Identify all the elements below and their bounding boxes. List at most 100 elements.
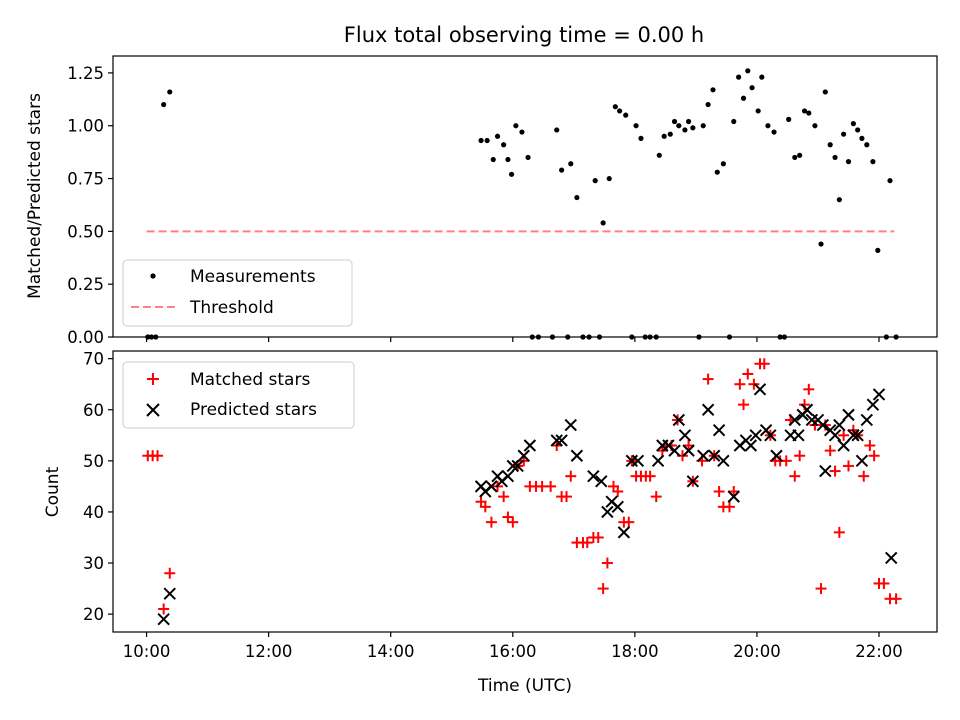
predicted-star-point — [682, 444, 695, 457]
predicted-star-point — [595, 475, 608, 488]
matched-star-point — [592, 531, 604, 543]
predicted-star-point — [517, 449, 530, 462]
predicted-star-point — [866, 398, 880, 411]
ratio-y-axis-label: Matched/Predicted stars — [25, 93, 45, 299]
measurement-point — [574, 194, 580, 201]
measurement-point — [600, 220, 606, 226]
measurement-point — [875, 247, 881, 253]
measurement-point — [671, 118, 678, 125]
predicted-star-point — [555, 434, 568, 447]
measurement-point — [685, 118, 692, 125]
matched-star-point — [829, 465, 841, 477]
predicted-star-point — [872, 388, 886, 401]
predicted-star-point — [819, 464, 832, 478]
measurement-point — [606, 175, 612, 182]
measurement-point — [710, 87, 716, 93]
legend-threshold-label: Threshold — [189, 298, 274, 318]
measurement-point — [167, 89, 173, 95]
matched-star-point — [758, 358, 770, 370]
matched-star-point — [507, 516, 519, 528]
matched-star-point — [702, 373, 714, 385]
measurement-point — [836, 197, 842, 203]
measurement-point — [682, 127, 688, 133]
predicted-star-point — [587, 469, 600, 483]
measurement-point — [519, 129, 525, 135]
x-tick-label: 20:00 — [733, 642, 781, 661]
matched-star-point — [838, 429, 850, 441]
matched-star-point — [858, 470, 870, 482]
matched-star-point — [498, 491, 510, 503]
x-tick-label: 14:00 — [367, 642, 415, 661]
ratio-y-tick-label: 1.25 — [67, 64, 104, 83]
measurement-point — [841, 131, 847, 137]
matched-star-point — [158, 603, 170, 615]
ratio-y-tick-label: 0.50 — [67, 222, 104, 241]
measurement-point — [771, 129, 777, 135]
measurement-point — [508, 171, 515, 177]
predicted-star-point — [617, 526, 631, 539]
x-tick-label: 22:00 — [855, 642, 903, 661]
measurement-point — [484, 137, 490, 144]
predicted-star-point — [686, 475, 700, 488]
matched-star-point — [780, 455, 792, 467]
count-legend-box — [122, 361, 355, 429]
x-axis-label: Time (UTC) — [477, 676, 572, 696]
measurement-point — [638, 135, 644, 141]
measurement-point — [559, 167, 565, 173]
predicted-star-point — [485, 480, 498, 493]
measurement-point — [505, 156, 511, 163]
matched-star-point — [824, 445, 836, 457]
matched-star-point — [868, 450, 880, 462]
legend-measurements-label: Measurements — [190, 267, 316, 287]
measurement-point — [845, 159, 852, 165]
chart-title: Flux total observing time = 0.00 h — [344, 23, 704, 47]
predicted-star-point — [506, 459, 519, 473]
matched-star-point — [815, 583, 827, 595]
measurement-point — [494, 133, 501, 139]
predicted-star-point — [788, 413, 801, 427]
matched-star-point — [601, 557, 613, 569]
ratio-legend: Measurements Threshold — [122, 259, 353, 327]
measurement-point — [592, 178, 598, 184]
predicted-star-point — [511, 459, 524, 473]
predicted-star-point — [157, 613, 170, 626]
predicted-star-point — [570, 449, 584, 462]
predicted-star-point — [601, 505, 614, 519]
measurement-point — [850, 121, 856, 127]
predicted-star-point — [697, 449, 710, 462]
measurement-point — [887, 178, 893, 184]
matched-star-point — [890, 593, 902, 605]
matched-star-point — [809, 419, 821, 431]
predicted-star-point — [847, 429, 860, 442]
matched-star-point — [152, 450, 164, 462]
measurement-point — [623, 112, 629, 118]
legend-predicted-label: Predicted stars — [190, 400, 317, 420]
measurement-point — [633, 123, 639, 129]
count-legend: Matched stars Predicted stars — [122, 361, 355, 429]
legend-matched-label: Matched stars — [190, 370, 310, 390]
measurement-point — [661, 133, 667, 139]
measurement-point — [786, 116, 792, 122]
matched-star-point — [650, 491, 662, 503]
matched-star-point — [713, 486, 725, 497]
measurement-point — [161, 101, 167, 108]
predicted-star-point — [764, 429, 777, 442]
matched-star-point — [597, 583, 609, 595]
predicted-star-point — [708, 449, 721, 462]
matched-star-point — [581, 537, 593, 549]
measurement-point — [740, 95, 747, 101]
matched-star-point — [683, 440, 695, 452]
predicted-star-point — [717, 454, 730, 468]
measurement-point — [731, 118, 737, 125]
count-y-tick-label: 70 — [83, 350, 104, 369]
measurement-point — [700, 123, 706, 129]
predicted-star-point — [828, 429, 842, 442]
matched-star-point — [164, 567, 176, 579]
matched-star-point — [565, 470, 577, 482]
x-tick-label: 18:00 — [611, 642, 659, 661]
measurement-point — [513, 123, 519, 129]
measurement-point — [806, 110, 812, 116]
x-tick-label: 10:00 — [123, 642, 171, 661]
matched-star-point — [545, 480, 557, 492]
